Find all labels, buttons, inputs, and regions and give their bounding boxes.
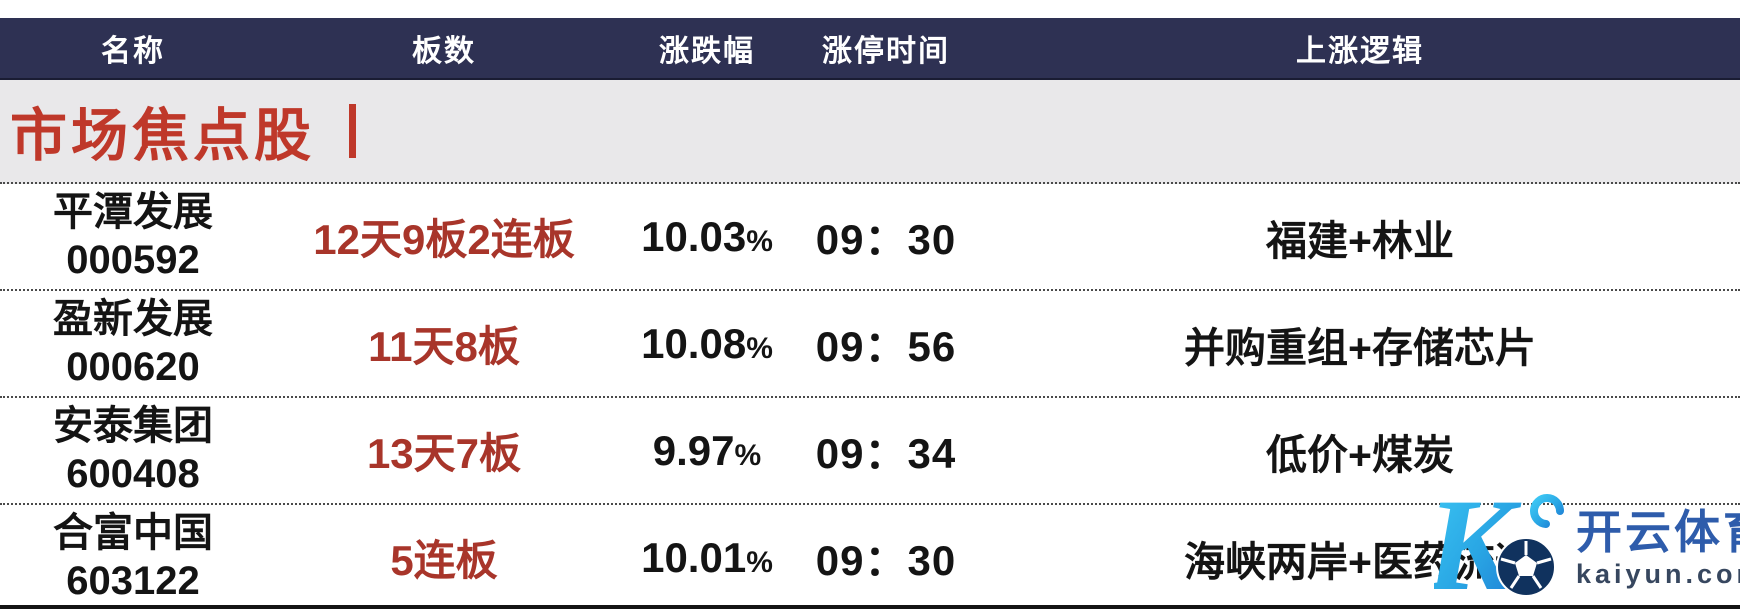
column-header-logic: 上涨逻辑 <box>1296 35 1424 68</box>
bottom-border <box>0 605 1740 609</box>
stock-name: 合富中国 <box>53 511 213 556</box>
kaiyun-domain: kaiyun.com <box>1576 558 1740 589</box>
percent-sign: % <box>734 438 762 472</box>
change-percent: 9.97% <box>622 427 792 475</box>
board-count: 12天9板2连板 <box>313 216 575 263</box>
stock-code: 600408 <box>66 451 200 496</box>
percent-sign: % <box>746 545 773 579</box>
section-banner: 市场焦点股 <box>0 80 1740 184</box>
stock-name: 平潭发展 <box>53 190 213 235</box>
table-row: 合富中国 603122 5连板 10.01% 09：30 海峡两岸+医药流通 <box>0 503 1740 610</box>
top-margin-strip <box>0 0 1740 18</box>
table-row: 平潭发展 000592 12天9板2连板 10.03% 09：30 福建+林业 <box>0 184 1740 289</box>
table-header-row: 名称 板数 涨跌幅 涨停时间 上涨逻辑 <box>0 18 1740 80</box>
table-row: 安泰集团 600408 13天7板 9.97% 09：34 低价+煤炭 <box>0 396 1740 503</box>
percent-sign: % <box>746 331 773 365</box>
stock-code: 000592 <box>66 237 200 282</box>
limit-up-time: 09：30 <box>815 537 957 584</box>
limit-up-time: 09：30 <box>815 216 957 263</box>
stock-name: 安泰集团 <box>53 404 213 449</box>
change-value: 10.01 <box>641 533 747 581</box>
change-percent: 10.01% <box>622 534 792 582</box>
column-header-name: 名称 <box>101 35 165 68</box>
rise-logic: 低价+煤炭 <box>1266 431 1454 478</box>
change-value: 10.03 <box>641 212 747 260</box>
stock-name-cell: 平潭发展 000592 <box>0 189 266 283</box>
stock-name-cell: 合富中国 603122 <box>0 510 266 604</box>
change-percent: 10.08% <box>622 320 792 368</box>
table-row: 盈新发展 000620 11天8板 10.08% 09：56 并购重组+存储芯片 <box>0 289 1740 396</box>
stock-name: 盈新发展 <box>53 297 213 342</box>
stock-code: 000620 <box>66 344 200 389</box>
percent-sign: % <box>746 224 773 258</box>
section-title: 市场焦点股 <box>10 105 315 168</box>
kaiyun-watermark-text: 开云体育 kaiyun.com <box>1576 505 1740 589</box>
stock-code: 603122 <box>66 558 200 603</box>
stock-name-cell: 安泰集团 600408 <box>0 403 266 497</box>
rise-logic: 并购重组+存储芯片 <box>1184 324 1536 371</box>
section-title-bar <box>349 104 356 158</box>
rise-logic: 福建+林业 <box>1266 217 1454 264</box>
limit-up-time: 09：56 <box>815 323 957 370</box>
change-percent: 10.03% <box>622 213 792 261</box>
stock-name-cell: 盈新发展 000620 <box>0 296 266 390</box>
limit-up-time: 09：34 <box>815 430 957 477</box>
column-header-boards: 板数 <box>412 35 476 68</box>
kaiyun-brand-name: 开云体育 <box>1576 505 1740 558</box>
board-count: 13天7板 <box>366 430 522 477</box>
kaiyun-k-logo-icon: K <box>1434 487 1564 609</box>
board-count: 11天8板 <box>368 323 520 370</box>
change-value: 9.97 <box>652 426 735 474</box>
rise-logic: 海峡两岸+医药流通 <box>1184 538 1536 585</box>
column-header-time: 涨停时间 <box>822 35 950 68</box>
column-header-change: 涨跌幅 <box>659 35 755 68</box>
board-count: 5连板 <box>390 537 498 584</box>
change-value: 10.08 <box>641 319 747 367</box>
kaiyun-watermark: K 开云体育 kaiyun.com <box>1434 487 1740 609</box>
